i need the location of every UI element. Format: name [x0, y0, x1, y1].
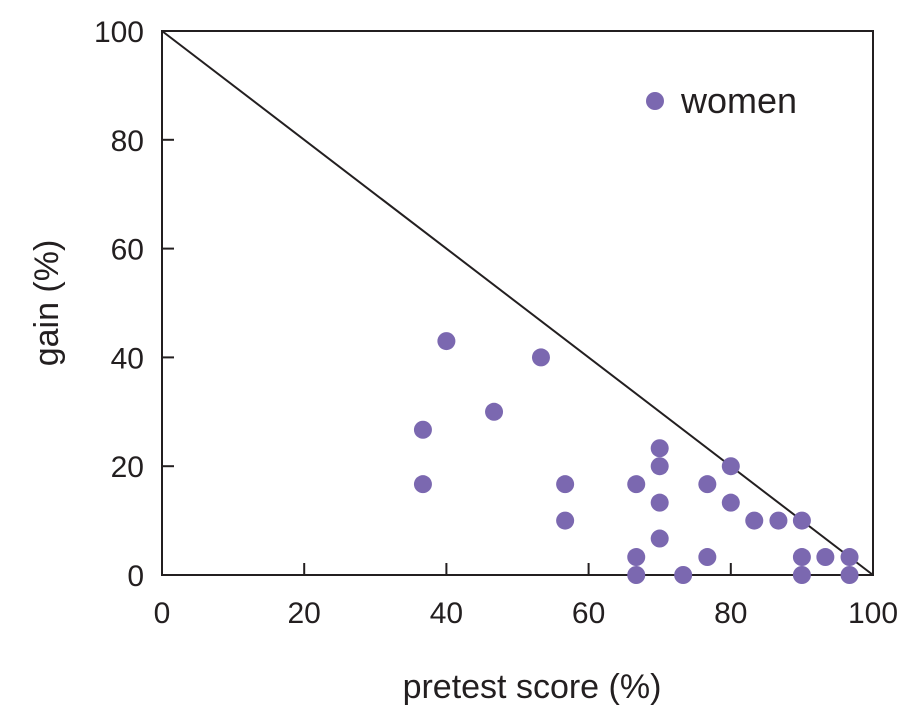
y-tick-label: 60 — [111, 234, 144, 267]
data-point — [698, 475, 717, 494]
data-point — [792, 566, 811, 584]
data-point — [650, 493, 669, 512]
data-point — [650, 457, 669, 476]
data-point — [556, 511, 575, 530]
data-point — [816, 548, 835, 567]
data-point — [674, 566, 693, 584]
data-point — [627, 566, 646, 584]
x-tick-label: 80 — [714, 597, 747, 630]
data-point — [413, 420, 432, 439]
data-point — [769, 511, 788, 530]
y-tick-label: 100 — [94, 16, 144, 49]
data-point — [745, 511, 764, 530]
plot-frame — [161, 30, 874, 576]
x-tick-label: 60 — [572, 597, 605, 630]
data-point — [698, 548, 717, 567]
data-point — [556, 475, 575, 494]
data-point — [485, 402, 504, 421]
data-point — [627, 475, 646, 494]
x-tick-label: 40 — [430, 597, 463, 630]
y-tick-label: 40 — [111, 342, 144, 375]
data-point — [437, 332, 456, 351]
data-point — [792, 548, 811, 567]
data-point — [650, 529, 669, 548]
y-tick-label: 0 — [127, 560, 144, 593]
data-point — [840, 566, 859, 584]
x-tick-label: 20 — [288, 597, 321, 630]
y-axis-label: gain (%) — [28, 240, 66, 367]
data-point — [413, 475, 432, 494]
data-point — [840, 548, 859, 567]
y-tick-label: 20 — [111, 451, 144, 484]
data-points — [413, 332, 859, 584]
data-point — [650, 439, 669, 458]
data-point — [792, 511, 811, 530]
x-axis-ticks: 0 20 40 60 80 100 — [154, 563, 898, 630]
data-point — [627, 548, 646, 567]
y-axis-ticks: 0 20 40 60 80 100 — [94, 16, 174, 593]
reference-line — [161, 30, 874, 576]
data-point — [721, 493, 740, 512]
y-tick-label: 80 — [111, 125, 144, 158]
legend: women — [646, 80, 797, 121]
data-point — [531, 348, 550, 367]
x-tick-label: 0 — [154, 597, 171, 630]
x-axis-label: pretest score (%) — [403, 668, 662, 706]
legend-label-women: women — [680, 80, 797, 121]
data-point — [721, 457, 740, 476]
legend-marker-women — [646, 92, 664, 110]
x-tick-label: 100 — [848, 597, 898, 630]
